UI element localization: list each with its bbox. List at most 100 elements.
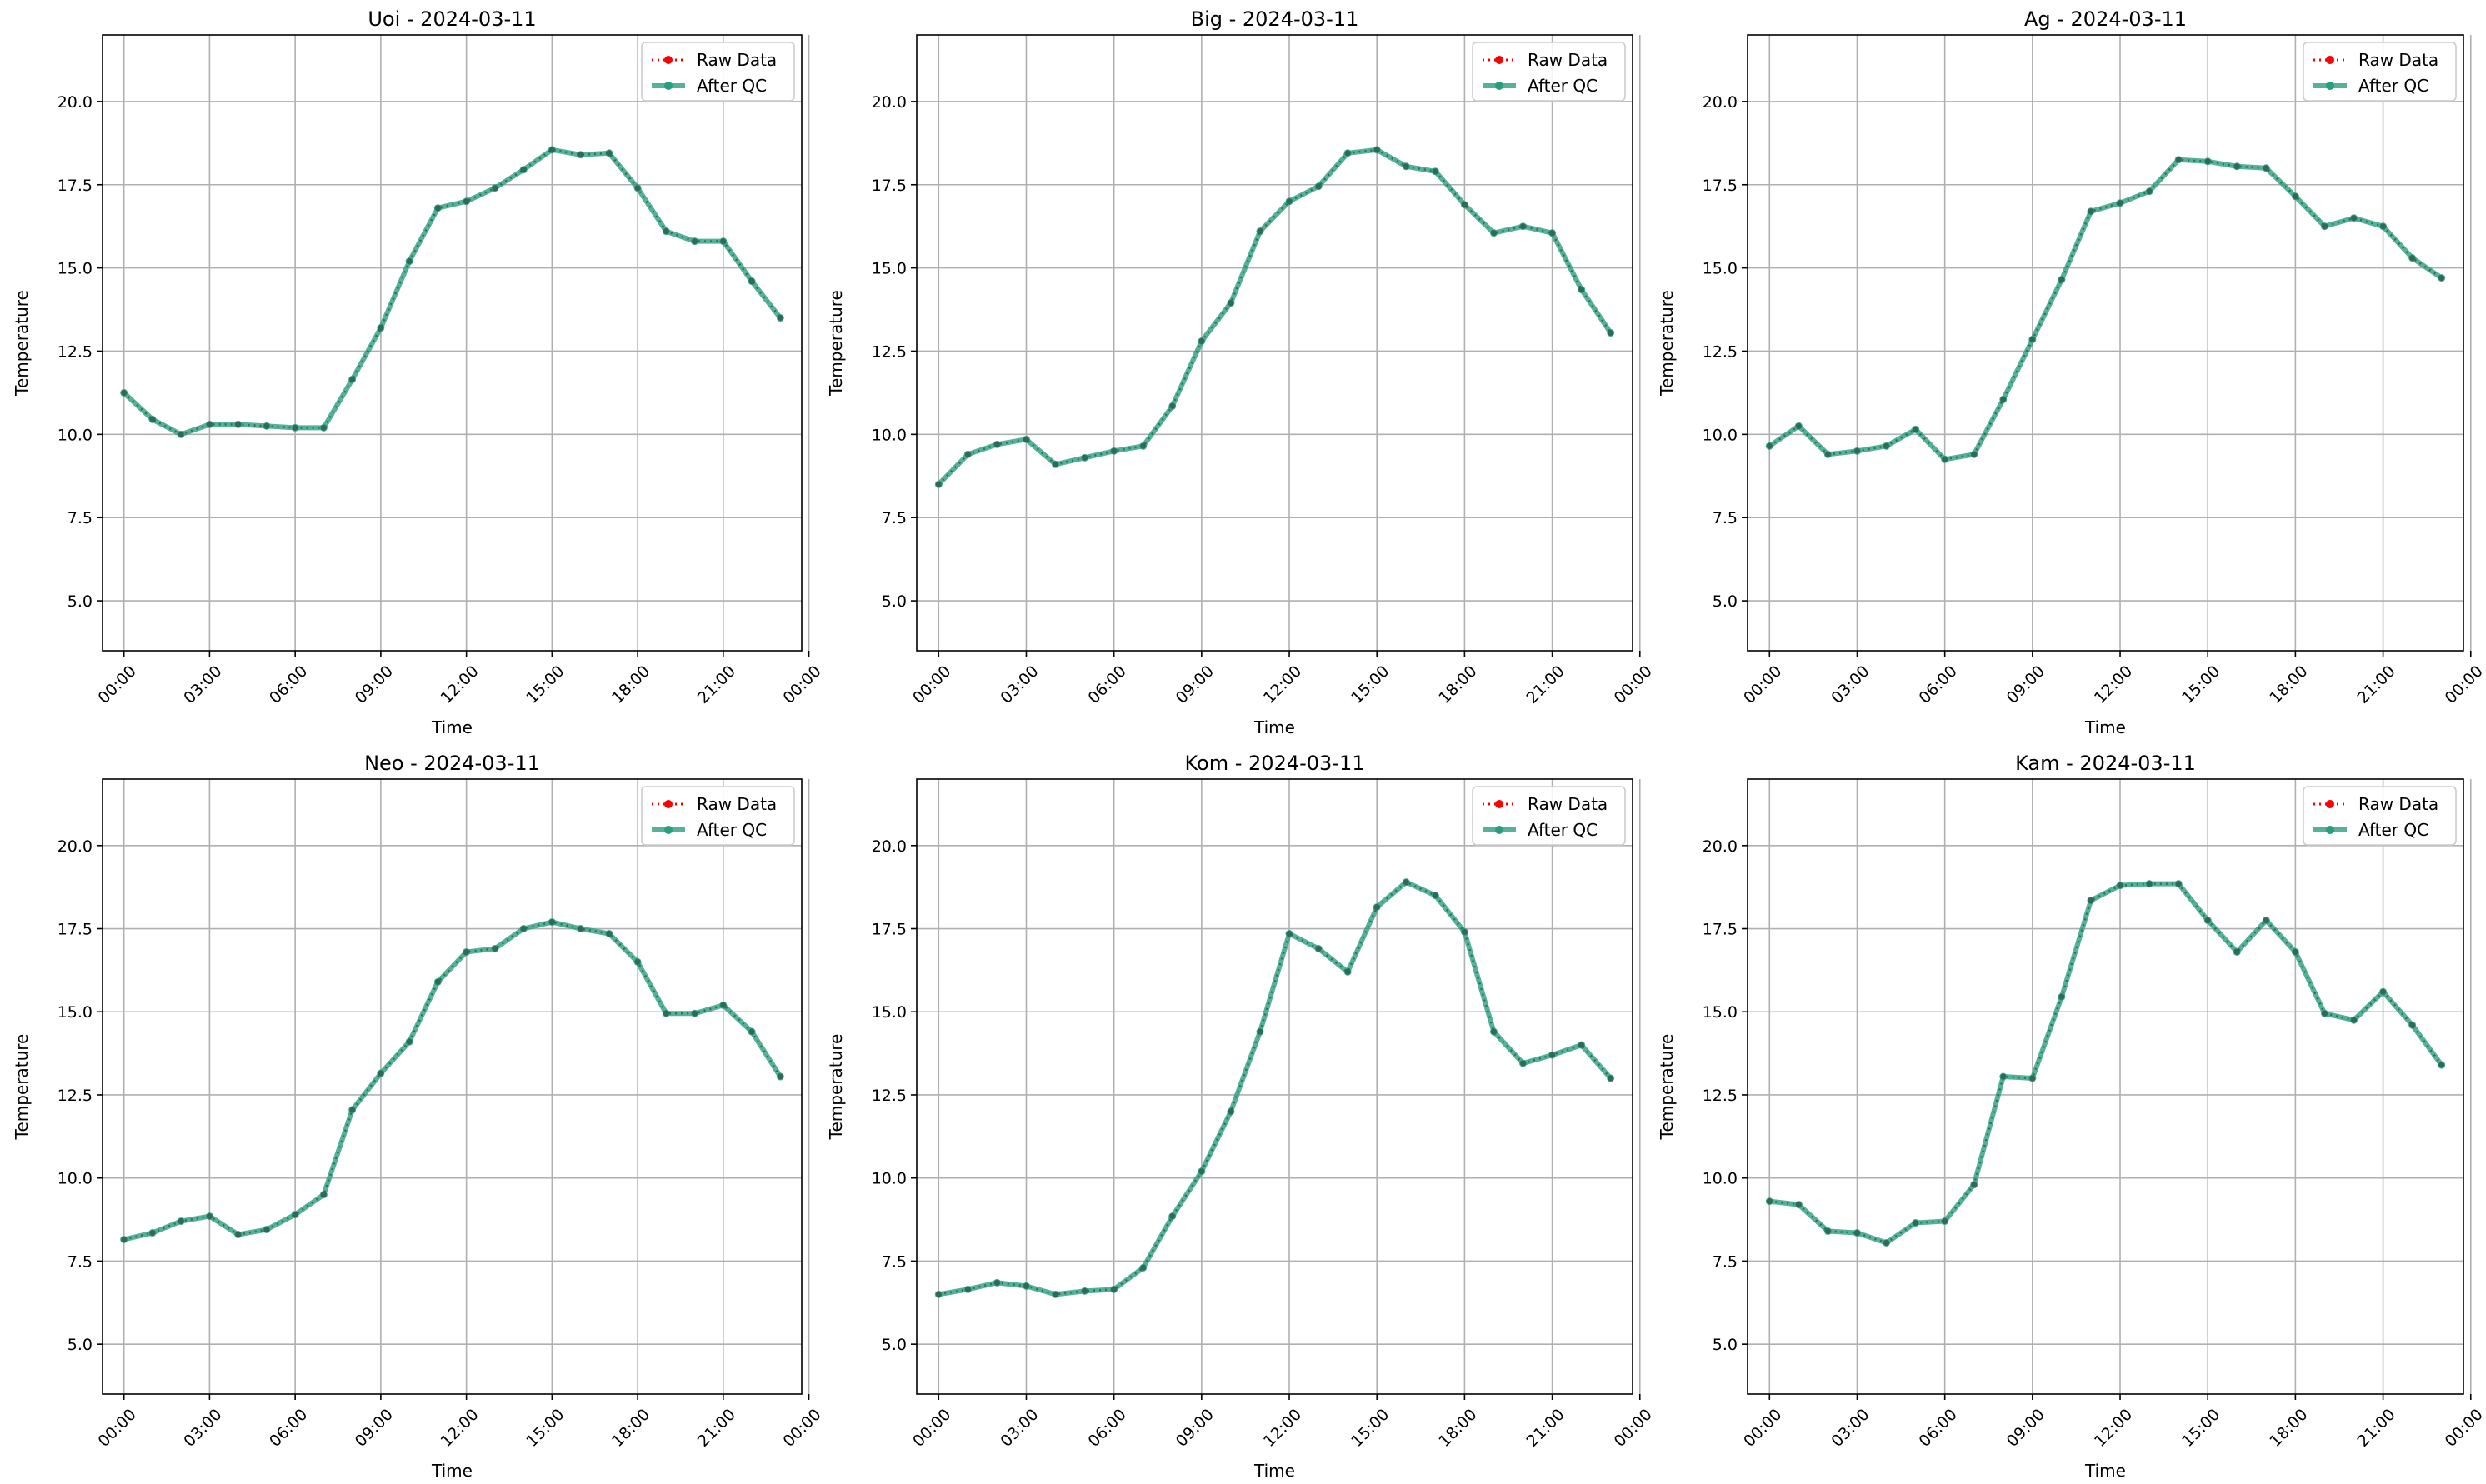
data-point-raw-data — [1023, 436, 1029, 442]
x-tick-label: 18:00 — [608, 1406, 653, 1451]
data-point-raw-data — [1942, 456, 1948, 462]
data-point-raw-data — [149, 1230, 156, 1237]
axes-frame — [916, 778, 1633, 1395]
data-point-raw-data — [1111, 447, 1118, 454]
data-point-raw-data — [964, 451, 971, 457]
x-axis-label: Time — [2084, 717, 2126, 737]
y-tick-label: 7.5 — [68, 509, 93, 527]
data-point-raw-data — [1853, 1230, 1860, 1237]
data-point-raw-data — [1766, 1198, 1773, 1205]
data-point-raw-data — [1971, 1182, 1978, 1188]
data-point-raw-data — [2233, 163, 2240, 170]
y-tick-label: 17.5 — [872, 177, 907, 195]
y-tick-label: 12.5 — [58, 342, 93, 361]
y-tick-label: 20.0 — [1703, 93, 1738, 112]
data-point-raw-data — [2321, 1010, 2328, 1017]
legend-label-raw-data: Raw Data — [1528, 50, 1608, 70]
y-tick-label: 20.0 — [1703, 837, 1738, 856]
plot-area — [103, 779, 802, 1394]
legend-label-raw-data: Raw Data — [697, 794, 777, 814]
plot-area — [917, 779, 1633, 1394]
data-point-raw-data — [1971, 451, 1978, 457]
legend-marker-after-qc — [1495, 82, 1503, 90]
x-tick-label: 06:00 — [1085, 662, 1130, 707]
data-point-raw-data — [1578, 287, 1585, 293]
data-point-raw-data — [1766, 442, 1773, 449]
x-tick-label: 09:00 — [2003, 1406, 2048, 1451]
chart-panel: 5.0 7.5 10.0 12.5 15.0 17.5 20.0 00:00 03:00 06:0… — [12, 7, 825, 737]
chart-panel: 5.0 7.5 10.0 12.5 15.0 17.5 20.0 00:00 03:00 06:0… — [1657, 752, 2486, 1481]
y-tick-label: 20.0 — [872, 837, 907, 856]
data-point-raw-data — [663, 1010, 669, 1017]
x-tick-label: 21:00 — [2353, 662, 2398, 707]
data-point-raw-data — [1286, 198, 1293, 205]
data-point-raw-data — [1795, 422, 1802, 429]
series-line-raw-data — [123, 148, 782, 436]
y-tick-label: 17.5 — [1703, 921, 1738, 939]
data-point-raw-data — [720, 238, 727, 245]
data-point-raw-data — [2351, 215, 2358, 222]
data-point-raw-data — [349, 1107, 356, 1113]
legend-marker-raw-data — [1495, 800, 1503, 808]
data-point-raw-data — [1913, 426, 1919, 432]
x-tick-label: 18:00 — [1435, 1406, 1480, 1451]
y-tick-label: 10.0 — [58, 426, 93, 444]
x-tick-label: 06:00 — [1916, 1406, 1961, 1451]
x-axis-label: Time — [1253, 1461, 1295, 1481]
chart-panel: 5.0 7.5 10.0 12.5 15.0 17.5 20.0 00:00 03:00 06:0… — [12, 752, 825, 1481]
y-tick-label: 5.0 — [68, 1336, 93, 1354]
data-point-raw-data — [1913, 1220, 1919, 1227]
x-tick-label: 12:00 — [437, 1406, 482, 1451]
data-point-raw-data — [935, 481, 942, 487]
data-point-raw-data — [1111, 1286, 1118, 1292]
x-tick-label: 03:00 — [997, 662, 1042, 707]
data-point-raw-data — [349, 376, 356, 382]
y-tick-label: 10.0 — [1703, 426, 1738, 444]
data-point-raw-data — [1140, 442, 1147, 449]
x-tick-label: 06:00 — [1916, 662, 1961, 707]
y-tick-label: 5.0 — [882, 592, 907, 611]
data-point-raw-data — [1942, 1218, 1948, 1225]
data-point-raw-data — [520, 167, 527, 173]
data-point-raw-data — [1490, 230, 1497, 237]
data-point-raw-data — [2263, 165, 2269, 172]
plot-area — [917, 35, 1633, 651]
chart-panel: 5.0 7.5 10.0 12.5 15.0 17.5 20.0 00:00 03:00 06:0… — [826, 7, 1656, 737]
x-tick-label: 03:00 — [1828, 1406, 1873, 1451]
y-tick-label: 5.0 — [882, 1336, 907, 1354]
data-point-raw-data — [1549, 1052, 1556, 1058]
data-point-raw-data — [1053, 461, 1059, 467]
x-axis-label: Time — [431, 1461, 473, 1481]
x-tick-label: 15:00 — [2178, 662, 2223, 707]
x-tick-label: 03:00 — [180, 662, 225, 707]
x-tick-label: 18:00 — [608, 662, 653, 707]
data-point-raw-data — [2204, 158, 2211, 165]
legend-label-after-qc: After QC — [2358, 76, 2428, 96]
data-point-raw-data — [492, 945, 498, 952]
data-point-raw-data — [578, 152, 584, 158]
data-point-raw-data — [235, 421, 242, 427]
data-point-raw-data — [606, 150, 613, 157]
x-tick-label: 21:00 — [694, 1406, 739, 1451]
x-tick-label: 03:00 — [1828, 662, 1873, 707]
data-point-raw-data — [2409, 1022, 2416, 1028]
y-axis-label: Temperature — [12, 290, 32, 397]
data-point-raw-data — [206, 421, 213, 427]
axes-frame — [102, 34, 803, 652]
x-tick-label: 00:00 — [909, 1406, 954, 1451]
y-tick-label: 15.0 — [872, 260, 907, 278]
chart-title: Kam - 2024-03-11 — [2015, 752, 2196, 775]
y-tick-label: 7.5 — [1713, 1252, 1738, 1271]
y-axis-label: Temperature — [826, 290, 846, 397]
y-tick-label: 20.0 — [872, 93, 907, 112]
data-point-raw-data — [1608, 1075, 1614, 1082]
data-point-raw-data — [1490, 1028, 1497, 1035]
data-point-raw-data — [2117, 882, 2123, 889]
y-axis-label: Temperature — [826, 1034, 846, 1141]
legend-label-after-qc: After QC — [2358, 820, 2428, 840]
data-point-raw-data — [1082, 1287, 1088, 1294]
x-axis-label: Time — [1253, 717, 1295, 737]
data-point-raw-data — [2409, 255, 2416, 262]
y-tick-label: 17.5 — [1703, 177, 1738, 195]
data-point-raw-data — [748, 1028, 755, 1035]
